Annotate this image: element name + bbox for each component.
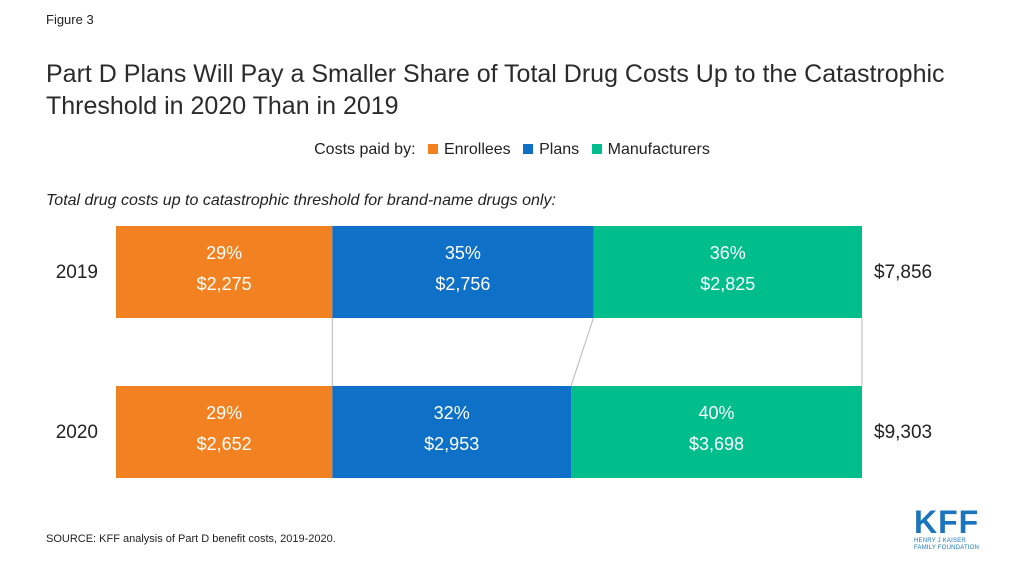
- bar-segment-plans-2020: [332, 386, 572, 478]
- data-label-percent-enrollees-2020: 29%: [206, 403, 242, 423]
- data-label-percent-manufacturers-2019: 36%: [710, 243, 746, 263]
- kff-logo-subtext-1: HENRY J KAISER: [914, 538, 966, 544]
- kff-logo: KFF HENRY J KAISER FAMILY FOUNDATION: [914, 506, 994, 560]
- kff-logo-subtext-2: FAMILY FOUNDATION: [914, 545, 980, 551]
- connector-line-2: [570, 317, 594, 387]
- data-label-value-manufacturers-2019: $2,825: [700, 274, 755, 294]
- source-note: SOURCE: KFF analysis of Part D benefit c…: [46, 533, 336, 545]
- data-label-percent-manufacturers-2020: 40%: [699, 403, 735, 423]
- total-label-2020: $9,303: [874, 422, 932, 443]
- bar-segment-manufacturers-2020: [571, 386, 862, 478]
- legend-item-manufacturers: Manufacturers: [591, 141, 710, 159]
- legend-label-manufacturers: Manufacturers: [607, 141, 710, 158]
- data-label-value-manufacturers-2020: $3,698: [689, 434, 744, 454]
- data-label-value-plans-2019: $2,756: [435, 274, 490, 294]
- legend-item-plans: Plans: [523, 141, 579, 159]
- bar-segment-enrollees-2020: [116, 386, 333, 478]
- category-label-2020: 2020: [56, 422, 98, 443]
- chart-subtitle: Total drug costs up to catastrophic thre…: [46, 192, 556, 209]
- data-label-percent-plans-2019: 35%: [445, 243, 481, 263]
- data-label-value-plans-2020: $2,953: [424, 434, 479, 454]
- legend-prefix: Costs paid by:: [314, 141, 416, 158]
- data-label-percent-plans-2020: 32%: [434, 403, 470, 423]
- figure-label: Figure 3: [46, 12, 94, 27]
- legend-swatch-enrollees: [427, 144, 438, 154]
- bar-segment-manufacturers-2019: [593, 226, 862, 318]
- legend-swatch-plans: [523, 144, 534, 154]
- legend: Costs paid by: Enrollees Plans Manufactu…: [0, 141, 1024, 159]
- legend-item-enrollees: Enrollees: [427, 141, 511, 159]
- category-label-2019: 2019: [56, 262, 98, 283]
- data-label-percent-enrollees-2019: 29%: [206, 243, 242, 263]
- bar-segment-enrollees-2019: [116, 226, 333, 318]
- legend-label-enrollees: Enrollees: [443, 141, 511, 158]
- data-label-value-enrollees-2020: $2,652: [197, 434, 252, 454]
- total-label-2019: $7,856: [874, 262, 932, 283]
- chart-title: Part D Plans Will Pay a Smaller Share of…: [46, 60, 945, 120]
- legend-swatch-manufacturers: [591, 144, 602, 154]
- data-label-value-enrollees-2019: $2,275: [197, 274, 252, 294]
- kff-logo-mark: KFF: [914, 504, 980, 540]
- legend-label-plans: Plans: [539, 141, 580, 158]
- bar-segment-plans-2019: [332, 226, 594, 318]
